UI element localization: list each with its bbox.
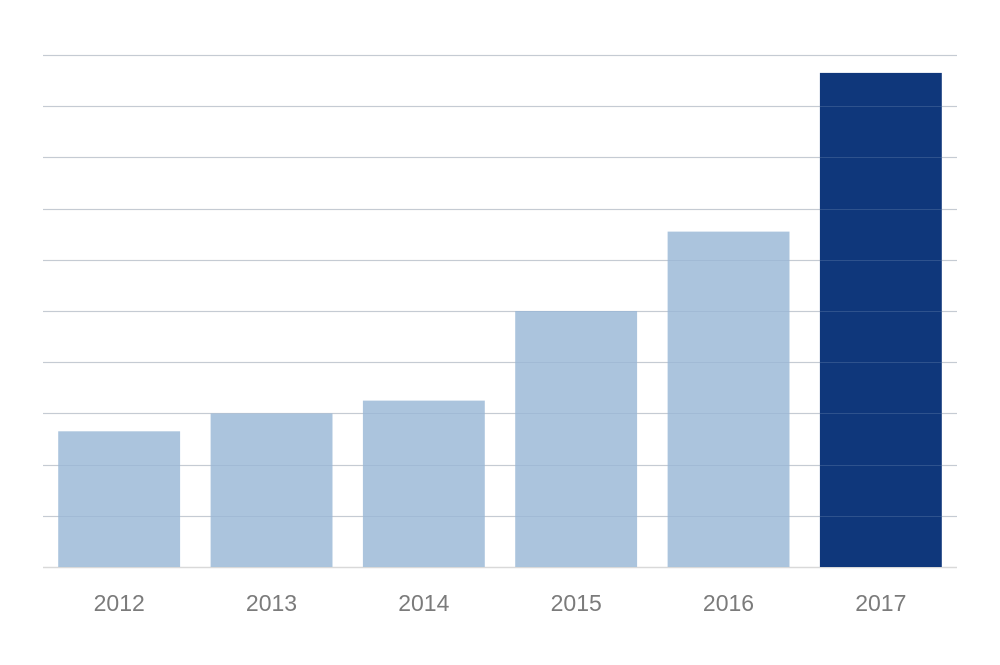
gridlines	[43, 54, 957, 569]
x-tick-label-2014: 2014	[398, 590, 449, 616]
bar-2012	[58, 431, 181, 567]
x-tick-label-2016: 2016	[703, 590, 754, 616]
x-tick-label-2017: 2017	[855, 590, 906, 616]
bar-2015	[515, 311, 638, 567]
bar-2013	[210, 413, 333, 567]
x-axis-tick-labels: 2012 2013 2014 2015 2016 2017	[94, 590, 907, 616]
bar-2016	[667, 231, 790, 567]
bar-2017	[819, 72, 942, 568]
x-tick-label-2012: 2012	[94, 590, 145, 616]
bars	[43, 55, 957, 568]
bar-2014	[362, 400, 485, 567]
x-tick-label-2013: 2013	[246, 590, 297, 616]
x-tick-label-2015: 2015	[551, 590, 602, 616]
